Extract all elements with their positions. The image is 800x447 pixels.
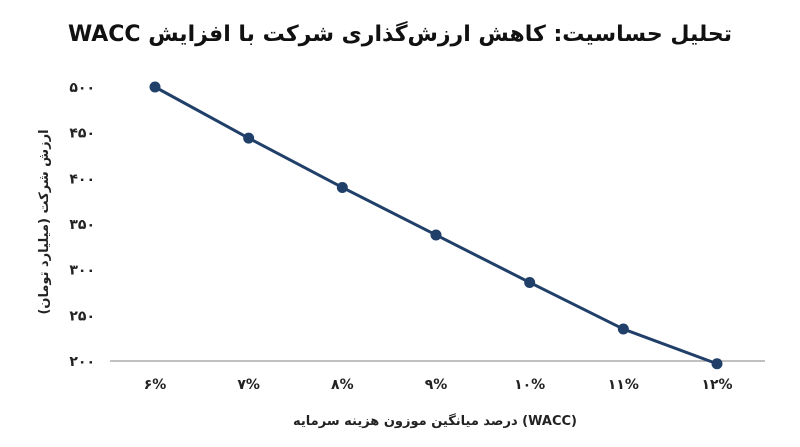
chart-title: تحلیل حساسیت: کاهش ارزش‌گذاری شرکت با اف… xyxy=(67,22,733,47)
y-tick-label: ۴۵۰ xyxy=(69,126,95,142)
x-axis-label: درصد میانگین موزون هزینه سرمایه (WACC) xyxy=(293,413,577,429)
data-point xyxy=(430,229,442,241)
y-tick-label: ۴۰۰ xyxy=(69,171,95,187)
y-tick-label: ۳۵۰ xyxy=(69,217,95,233)
data-point xyxy=(243,132,255,144)
y-tick-labels: ۲۰۰ ۲۵۰ ۳۰۰ ۳۵۰ ۴۰۰ ۴۵۰ ۵۰۰ xyxy=(69,80,95,370)
y-tick-label: ۵۰۰ xyxy=(69,80,95,96)
series-line xyxy=(154,85,718,366)
data-point xyxy=(524,276,536,288)
data-point xyxy=(617,323,629,335)
x-tick-label: ۱۲% xyxy=(701,377,732,393)
y-tick-label: ۳۰۰ xyxy=(69,263,95,279)
x-tick-label: ۷% xyxy=(237,377,260,393)
x-tick-label: ۱۰% xyxy=(514,377,545,393)
y-tick-label: ۲۰۰ xyxy=(69,354,95,370)
x-tick-label: ۸% xyxy=(331,377,354,393)
x-tick-labels: ۶% ۷% ۸% ۹% ۱۰% ۱۱% ۱۲% xyxy=(144,377,733,393)
series-group xyxy=(149,81,723,370)
x-tick-label: ۹% xyxy=(425,377,448,393)
data-point xyxy=(149,81,161,93)
data-point xyxy=(336,181,348,193)
y-axis-label: ارزش شرکت (میلیارد تومان) xyxy=(37,129,52,314)
y-tick-label: ۲۵۰ xyxy=(69,308,95,324)
data-point xyxy=(711,358,723,370)
x-tick-label: ۶% xyxy=(144,377,167,393)
x-tick-label: ۱۱% xyxy=(608,377,639,393)
